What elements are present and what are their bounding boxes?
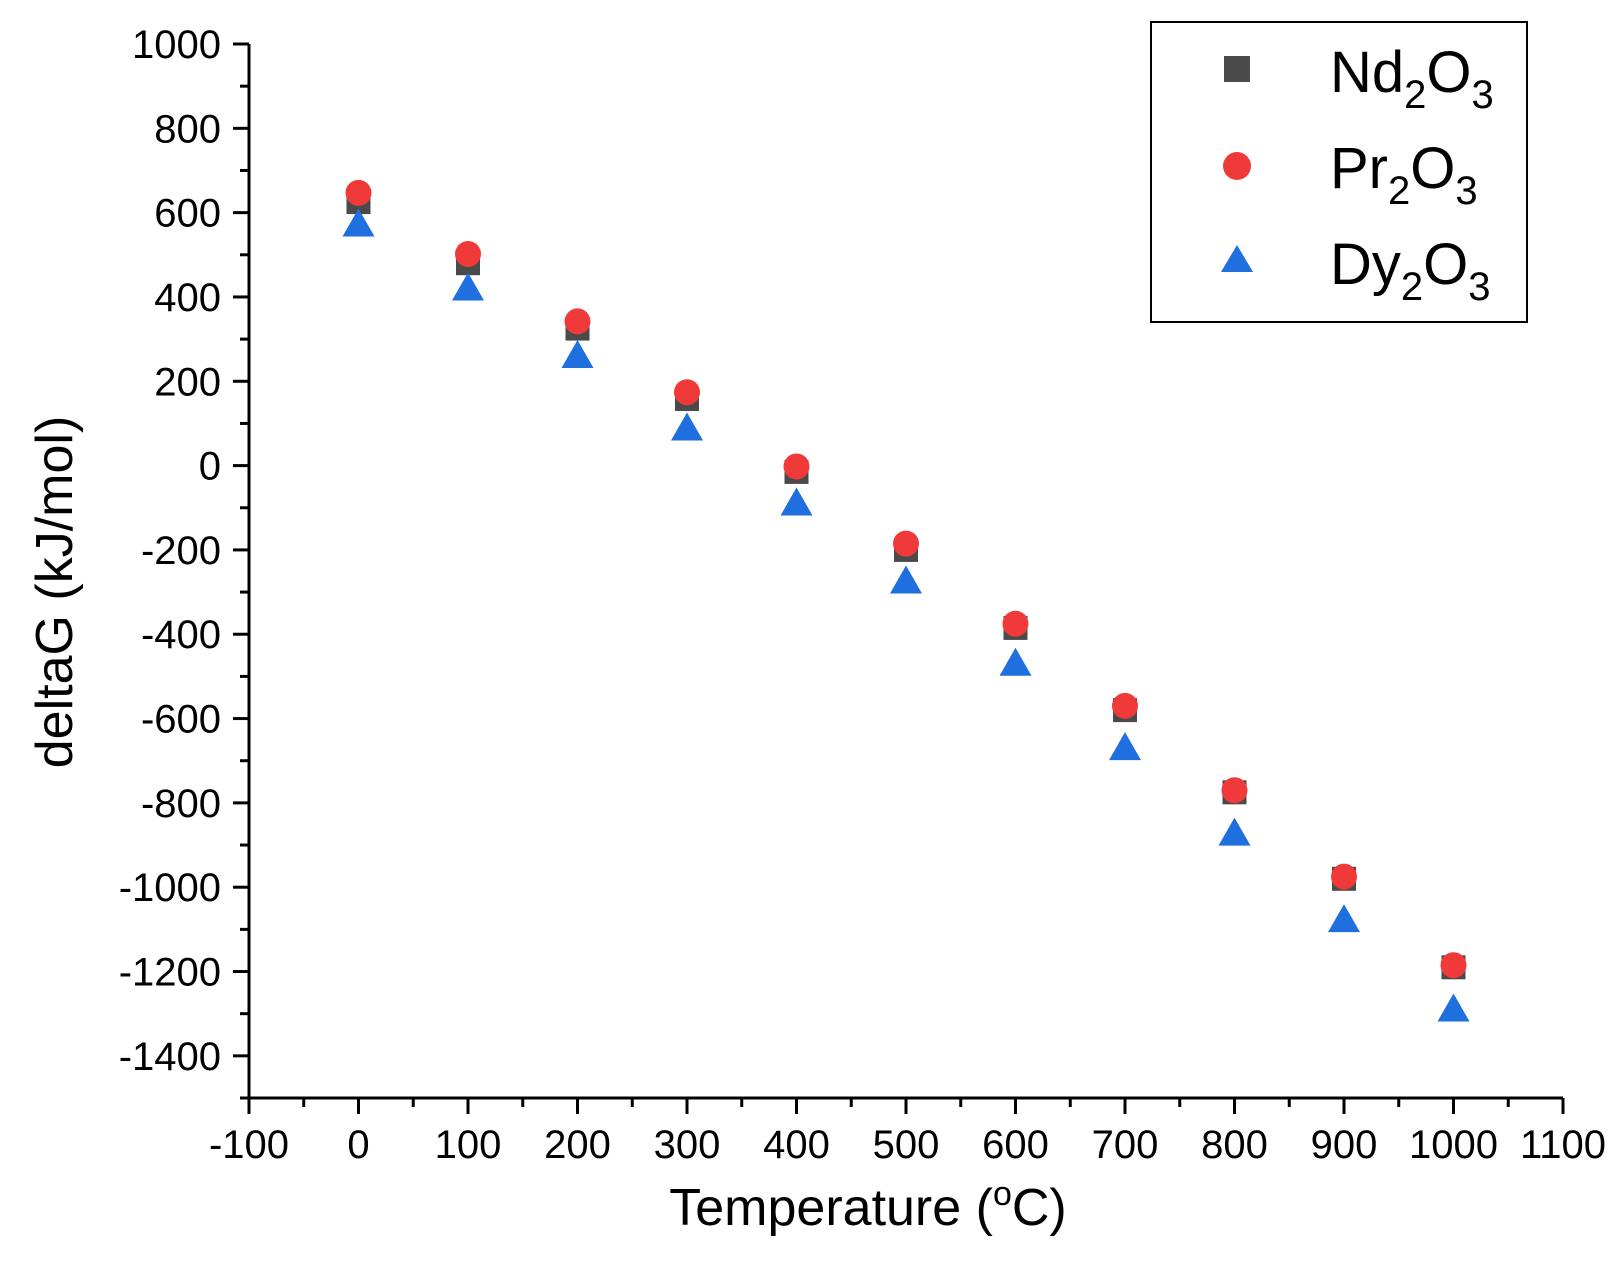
x-axis-title-unit: C) [1012, 1179, 1067, 1237]
y-tick-label: 1000 [132, 23, 221, 67]
x-tick-label: 300 [654, 1123, 721, 1167]
y-tick-label: -1000 [119, 866, 221, 910]
x-tick-label: 1100 [1520, 1123, 1606, 1167]
x-tick-label: 600 [982, 1123, 1049, 1167]
x-tick-label: 200 [544, 1123, 611, 1167]
point-dy2o3 [342, 208, 375, 237]
y-tick-label: -600 [141, 698, 221, 742]
y-tick-label: 200 [154, 360, 221, 404]
y-tick-label: -800 [141, 782, 221, 826]
point-pr2o3 [674, 379, 700, 406]
point-dy2o3 [1328, 904, 1360, 933]
x-tick-label: -100 [209, 1123, 289, 1167]
x-tick-label: 700 [1092, 1123, 1159, 1167]
x-tick-label: 800 [1201, 1123, 1268, 1167]
point-dy2o3 [1218, 817, 1251, 846]
x-tick-label: 900 [1311, 1123, 1378, 1167]
x-axis-ticks: -100 0 100 200 300 400 500 600 700 800 900 1000 1100 [209, 1098, 1606, 1167]
legend-label-dy2o3: Dy2O3 [1330, 232, 1491, 309]
point-dy2o3 [671, 412, 703, 441]
y-tick-label: 800 [154, 107, 221, 151]
legend-marker-dy2o3 [1221, 245, 1253, 272]
legend-label-pr2o3: Pr2O3 [1330, 136, 1478, 213]
x-tick-label: 0 [347, 1123, 369, 1167]
y-tick-label: 600 [154, 192, 221, 236]
y-axis-title: deltaG (kJ/mol) [26, 416, 84, 769]
point-pr2o3 [1440, 952, 1467, 979]
y-tick-label: -200 [141, 529, 221, 573]
point-pr2o3 [1331, 863, 1357, 890]
legend: Nd2O3 Pr2O3 Dy2O3 [1150, 21, 1528, 323]
point-pr2o3 [783, 453, 810, 480]
point-dy2o3 [452, 272, 484, 301]
y-tick-label: -1400 [119, 1035, 221, 1079]
point-pr2o3 [893, 530, 919, 557]
legend-marker-nd2o3 [1224, 56, 1250, 82]
x-axis-title-degree: o [993, 1175, 1012, 1213]
x-axis-title-main: Temperature ( [669, 1179, 993, 1237]
x-tick-label: 500 [873, 1123, 940, 1167]
point-dy2o3 [1109, 732, 1141, 761]
x-tick-label: 100 [435, 1123, 502, 1167]
y-tick-label: 400 [154, 276, 221, 320]
y-tick-label: 0 [199, 445, 221, 489]
legend-box [1150, 21, 1528, 323]
x-tick-label: 1000 [1409, 1123, 1498, 1167]
point-dy2o3 [1437, 993, 1470, 1022]
point-dy2o3 [780, 487, 813, 516]
x-axis-title: Temperature (oC) [669, 1175, 1066, 1237]
y-tick-label: -400 [141, 613, 221, 657]
point-dy2o3 [890, 565, 922, 594]
data-points [342, 179, 1470, 1022]
point-dy2o3 [561, 339, 594, 368]
x-tick-label: 400 [763, 1123, 830, 1167]
legend-label-nd2o3: Nd2O3 [1330, 40, 1494, 117]
y-axis-ticks: -1400 -1200 -1000 -800 -600 -400 -200 0 200 400 60… [119, 23, 249, 1100]
point-pr2o3 [1221, 777, 1248, 804]
point-pr2o3 [564, 308, 591, 335]
y-tick-label: -1200 [119, 951, 221, 995]
legend-marker-pr2o3 [1223, 152, 1251, 180]
point-pr2o3 [345, 179, 372, 206]
point-pr2o3 [1112, 692, 1138, 719]
point-pr2o3 [455, 240, 481, 267]
point-dy2o3 [999, 647, 1032, 676]
point-pr2o3 [1002, 610, 1029, 637]
